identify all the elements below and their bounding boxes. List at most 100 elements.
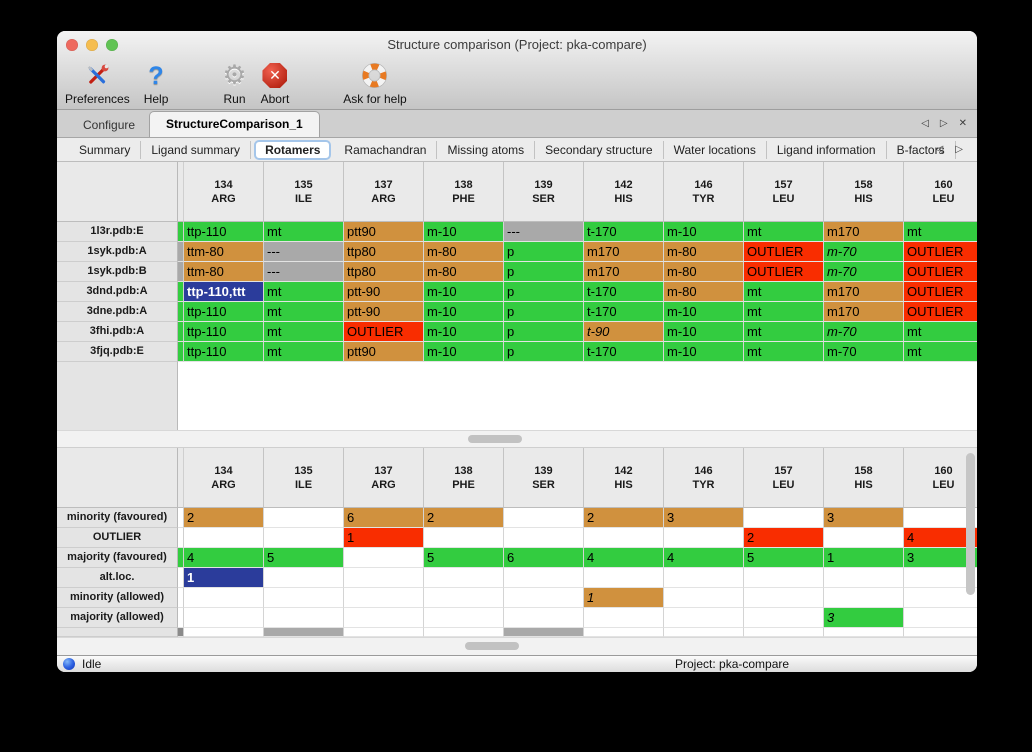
tab-structurecomparison-1[interactable]: StructureComparison_1 xyxy=(149,111,320,137)
close-tab-icon[interactable]: ✕ xyxy=(959,119,967,129)
rotamer-cell[interactable]: ttm-80 xyxy=(184,262,264,282)
rotamer-cell[interactable]: --- xyxy=(264,242,344,262)
rotamer-cell[interactable]: m-70 xyxy=(824,262,904,282)
ask-for-help-button[interactable]: Ask for help xyxy=(343,60,406,110)
subtab-secondary-structure[interactable]: Secondary structure xyxy=(535,141,663,159)
rotamer-cell[interactable]: ttp80 xyxy=(344,262,424,282)
rotamer-cell[interactable]: OUTLIER xyxy=(904,262,977,282)
count-cell[interactable] xyxy=(744,588,824,608)
rotamer-cell[interactable]: OUTLIER xyxy=(904,242,977,262)
rotamer-cell[interactable]: mt xyxy=(264,302,344,322)
rotamer-cell[interactable]: mt xyxy=(744,322,824,342)
rotamer-cell[interactable]: mt xyxy=(744,342,824,362)
rotamer-cell[interactable]: m170 xyxy=(824,302,904,322)
column-header-157[interactable]: 157LEU xyxy=(744,448,824,508)
rotamer-cell[interactable]: p xyxy=(504,242,584,262)
count-cell[interactable] xyxy=(264,528,344,548)
row-label[interactable]: 3fhi.pdb:A xyxy=(57,322,178,342)
rotamer-cell[interactable]: t-170 xyxy=(584,222,664,242)
rotamer-cell[interactable]: m170 xyxy=(824,222,904,242)
count-cell[interactable]: 3 xyxy=(824,508,904,528)
rotamer-cell[interactable]: mt xyxy=(904,342,977,362)
rotamer-cell[interactable]: m-10 xyxy=(664,322,744,342)
count-cell[interactable] xyxy=(264,508,344,528)
rotamer-cell[interactable]: m-80 xyxy=(664,242,744,262)
column-header-139[interactable]: 139SER xyxy=(504,448,584,508)
count-cell[interactable] xyxy=(584,528,664,548)
rotamer-cell[interactable]: p xyxy=(504,282,584,302)
rotamer-cell[interactable]: m170 xyxy=(824,282,904,302)
preferences-button[interactable]: Preferences xyxy=(65,60,130,110)
bottom-splitter-handle[interactable] xyxy=(465,642,519,650)
rotamer-cell[interactable]: m-10 xyxy=(424,322,504,342)
count-cell[interactable] xyxy=(424,568,504,588)
count-cell[interactable] xyxy=(664,568,744,588)
count-cell[interactable] xyxy=(504,568,584,588)
rotamer-cell[interactable]: mt xyxy=(744,302,824,322)
row-label[interactable]: 1syk.pdb:B xyxy=(57,262,178,282)
rotamer-cell[interactable]: m-10 xyxy=(424,282,504,302)
row-label[interactable]: majority (favoured) xyxy=(57,548,178,568)
count-cell[interactable] xyxy=(424,528,504,548)
row-label[interactable]: minority (allowed) xyxy=(57,588,178,608)
count-cell[interactable] xyxy=(424,588,504,608)
count-cell[interactable] xyxy=(824,588,904,608)
subtab-missing-atoms[interactable]: Missing atoms xyxy=(437,141,535,159)
column-header-158[interactable]: 158HIS xyxy=(824,448,904,508)
count-cell[interactable]: 4 xyxy=(664,548,744,568)
count-cell[interactable]: 4 xyxy=(184,548,264,568)
rotamer-cell[interactable]: m170 xyxy=(584,262,664,282)
rotamer-cell[interactable]: m-70 xyxy=(824,242,904,262)
column-header-139[interactable]: 139SER xyxy=(504,162,584,222)
column-header-158[interactable]: 158HIS xyxy=(824,162,904,222)
count-cell[interactable] xyxy=(264,608,344,628)
count-cell[interactable]: 1 xyxy=(824,548,904,568)
count-cell[interactable] xyxy=(184,528,264,548)
rotamer-cell[interactable]: p xyxy=(504,322,584,342)
rotamer-cell[interactable]: ptt90 xyxy=(344,222,424,242)
row-label[interactable]: OUTLIER xyxy=(57,528,178,548)
close-window-button[interactable] xyxy=(66,39,78,51)
title-bar[interactable]: Structure comparison (Project: pka-compa… xyxy=(57,31,977,57)
rotamer-cell[interactable]: mt xyxy=(264,342,344,362)
rotamer-cell[interactable]: m-80 xyxy=(664,262,744,282)
subtab-water-locations[interactable]: Water locations xyxy=(664,141,767,159)
count-cell[interactable] xyxy=(584,608,664,628)
rotamer-cell[interactable]: p xyxy=(504,302,584,322)
count-cell[interactable] xyxy=(504,528,584,548)
count-cell[interactable] xyxy=(664,588,744,608)
rotamer-cell[interactable]: t-170 xyxy=(584,302,664,322)
count-cell[interactable] xyxy=(664,528,744,548)
count-cell[interactable] xyxy=(344,608,424,628)
rotamer-cell[interactable]: ptt-90 xyxy=(344,302,424,322)
prev-subtab-icon[interactable]: ◁ xyxy=(936,145,944,155)
row-label[interactable]: 1l3r.pdb:E xyxy=(57,222,178,242)
rotamer-cell[interactable]: m-10 xyxy=(424,302,504,322)
count-cell[interactable] xyxy=(264,568,344,588)
count-cell[interactable] xyxy=(184,588,264,608)
rotamer-cell[interactable]: mt xyxy=(264,222,344,242)
subtab-ligand-summary[interactable]: Ligand summary xyxy=(141,141,251,159)
count-cell[interactable]: 2 xyxy=(184,508,264,528)
rotamer-cell[interactable]: ptt-90 xyxy=(344,282,424,302)
count-cell[interactable]: 3 xyxy=(824,608,904,628)
rotamer-cell[interactable]: m-80 xyxy=(424,242,504,262)
rotamer-cell[interactable]: m-80 xyxy=(664,282,744,302)
row-label[interactable]: 3dnd.pdb:A xyxy=(57,282,178,302)
rotamer-cell[interactable]: p xyxy=(504,342,584,362)
rotamer-cell[interactable]: m170 xyxy=(584,242,664,262)
rotamer-cell[interactable]: m-10 xyxy=(424,222,504,242)
rotamer-cell[interactable]: m-80 xyxy=(424,262,504,282)
column-header-138[interactable]: 138PHE xyxy=(424,162,504,222)
rotamer-cell[interactable]: t-170 xyxy=(584,342,664,362)
rotamer-cell[interactable]: ttp-110 xyxy=(184,342,264,362)
column-header-135[interactable]: 135ILE xyxy=(264,448,344,508)
column-header-146[interactable]: 146TYR xyxy=(664,448,744,508)
rotamer-cell[interactable]: ttp-110,ttt xyxy=(184,282,264,302)
rotamer-cell[interactable]: m-10 xyxy=(664,222,744,242)
count-cell[interactable] xyxy=(184,608,264,628)
splitter-handle[interactable] xyxy=(468,435,522,443)
count-cell[interactable]: 2 xyxy=(744,528,824,548)
rotamer-cell[interactable]: m-10 xyxy=(664,342,744,362)
count-cell[interactable]: 2 xyxy=(424,508,504,528)
